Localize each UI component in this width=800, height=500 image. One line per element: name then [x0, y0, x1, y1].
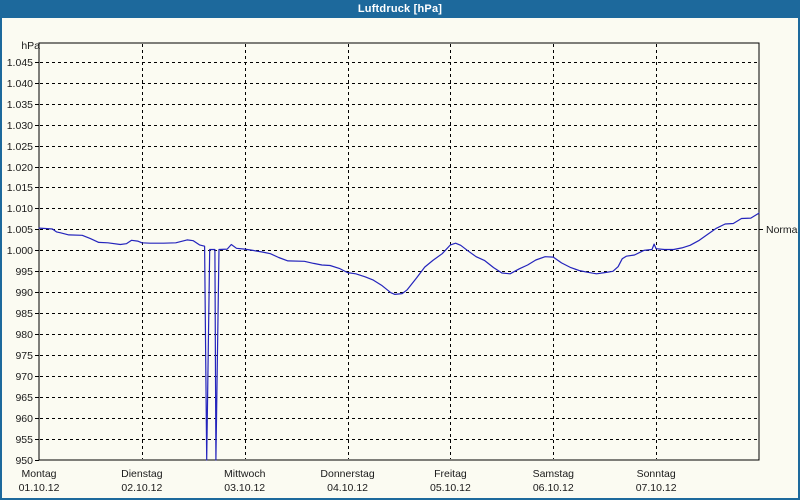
y-tick-label: 970: [15, 371, 33, 383]
y-tick-label: 1.030: [7, 120, 33, 132]
x-date-label: 05.10.12: [430, 482, 471, 494]
x-day-label: Montag: [21, 468, 56, 480]
y-tick-label: 965: [15, 392, 33, 404]
x-date-label: 02.10.12: [121, 482, 162, 494]
x-date-label: 01.10.12: [19, 482, 60, 494]
y-tick-label: 1.005: [7, 224, 33, 236]
y-tick-label: 1.015: [7, 182, 33, 194]
x-date-label: 04.10.12: [327, 482, 368, 494]
y-tick-label: 1.020: [7, 162, 33, 174]
y-tick-label: 1.025: [7, 141, 33, 153]
y-tick-label: 975: [15, 350, 33, 362]
x-date-label: 07.10.12: [636, 482, 677, 494]
y-tick-label: 950: [15, 455, 33, 467]
x-day-label: Samstag: [533, 468, 575, 480]
window-titlebar[interactable]: Luftdruck [hPa]: [0, 0, 800, 18]
y-tick-label: 990: [15, 287, 33, 299]
y-tick-label: 985: [15, 308, 33, 320]
window-title: Luftdruck [hPa]: [357, 3, 443, 15]
x-day-label: Mittwoch: [224, 468, 266, 480]
y-tick-label: 995: [15, 266, 33, 278]
y-tick-label: 1.000: [7, 245, 33, 257]
x-day-label: Sonntag: [637, 468, 676, 480]
x-date-label: 03.10.12: [224, 482, 265, 494]
y-tick-label: 980: [15, 329, 33, 341]
x-date-label: 06.10.12: [533, 482, 574, 494]
y-tick-label: 1.035: [7, 99, 33, 111]
y-tick-label: 1.010: [7, 203, 33, 215]
x-day-label: Freitag: [434, 468, 467, 480]
y-tick-label: 1.045: [7, 57, 33, 69]
plot-border: [38, 42, 760, 461]
y-tick-label: 1.040: [7, 78, 33, 90]
normal-label: Normal: [766, 224, 800, 236]
x-day-label: Dienstag: [121, 468, 163, 480]
y-tick-label: 955: [15, 434, 33, 446]
y-axis-unit-label: hPa: [21, 40, 40, 52]
pressure-line: [38, 212, 760, 461]
y-tick-label: 960: [15, 413, 33, 425]
x-day-label: Donnerstag: [320, 468, 374, 480]
